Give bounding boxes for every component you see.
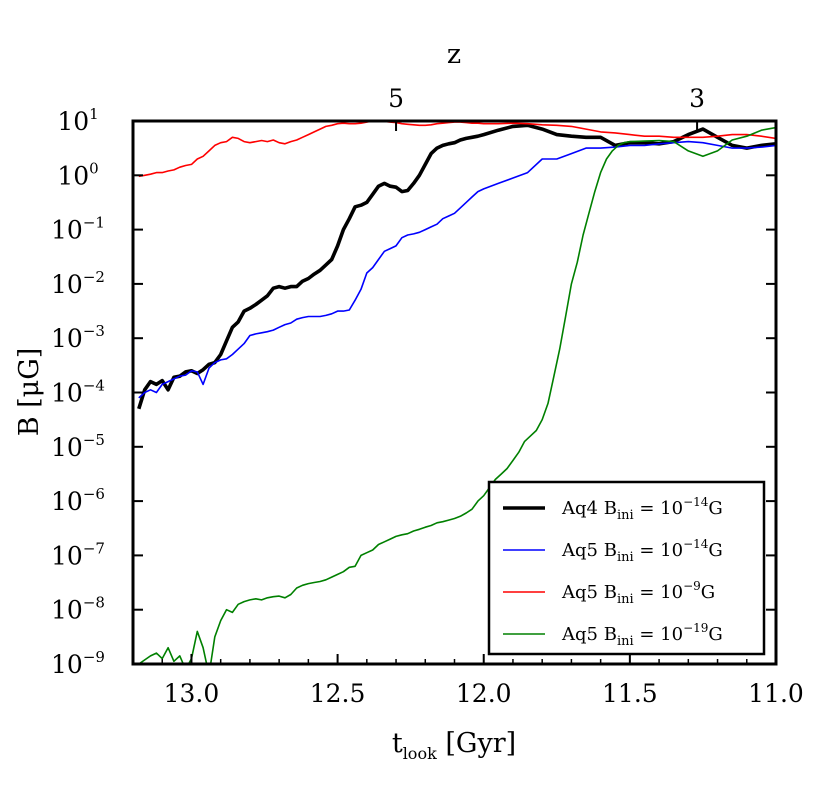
top-tick-label: 3 [689,84,705,113]
top-tick-label: 5 [388,84,404,113]
x-tick-label: 12.0 [456,679,512,708]
legend-box [487,480,766,656]
legend-entry-1: Aq4 Bini = 10−14G [503,495,723,523]
legend-label: Aq5 Bini = 10−9G [561,579,715,607]
y-tick-label: 101 [57,105,98,136]
legend-entries: Aq4 Bini = 10−14G Aq5 Bini = 10−14G Aq5 Bi… [503,495,723,649]
legend-entry-3: Aq5 Bini = 10−9G [503,579,715,607]
legend: Aq4 Bini = 10−14G Aq5 Bini = 10−14G Aq5 Bi… [487,480,766,656]
legend-label: Aq5 Bini = 10−14G [561,537,723,565]
y-tick-label: 100 [57,159,98,190]
y-tick-label: 10−2 [51,268,105,299]
y-tick-label: 10−7 [51,539,105,570]
y-axis-label: B [μG] [14,348,45,437]
y-tick-label: 10−5 [51,431,105,462]
series-line-2 [138,140,776,399]
x-axis-label-sub: look [403,744,437,763]
x-axis-label-main: t [392,728,403,759]
legend-entry-2: Aq5 Bini = 10−14G [503,537,723,565]
series-line-4 [138,126,776,664]
x-tick-label: 11.5 [602,679,658,708]
x-tick-label: 13.0 [164,679,220,708]
series-line-3 [138,121,776,178]
legend-label: Aq4 Bini = 10−14G [561,495,723,523]
x-tick-label: 12.5 [310,679,366,708]
ticks-layer: 13.0 12.5 12.0 11.5 11.0 5 3 101 100 10−1 10−2 10−3… [51,84,804,708]
y-tick-label: 10−9 [51,648,105,679]
x-tick-label: 11.0 [748,679,804,708]
y-tick-label: 10−6 [51,485,105,516]
legend-label: Aq5 Bini = 10−19G [561,621,723,649]
y-tick-label: 10−3 [51,322,105,353]
y-tick-label: 10−1 [51,214,105,245]
legend-entry-4: Aq5 Bini = 10−19G [503,621,723,649]
x-axis-label-unit: [Gyr] [437,728,516,759]
y-tick-label: 10−8 [51,594,105,625]
x-axis-label: tlook [Gyr] [392,728,516,763]
y-tick-label: 10−4 [51,377,105,408]
series-line-1 [137,123,776,410]
top-axis-label: z [447,39,461,70]
